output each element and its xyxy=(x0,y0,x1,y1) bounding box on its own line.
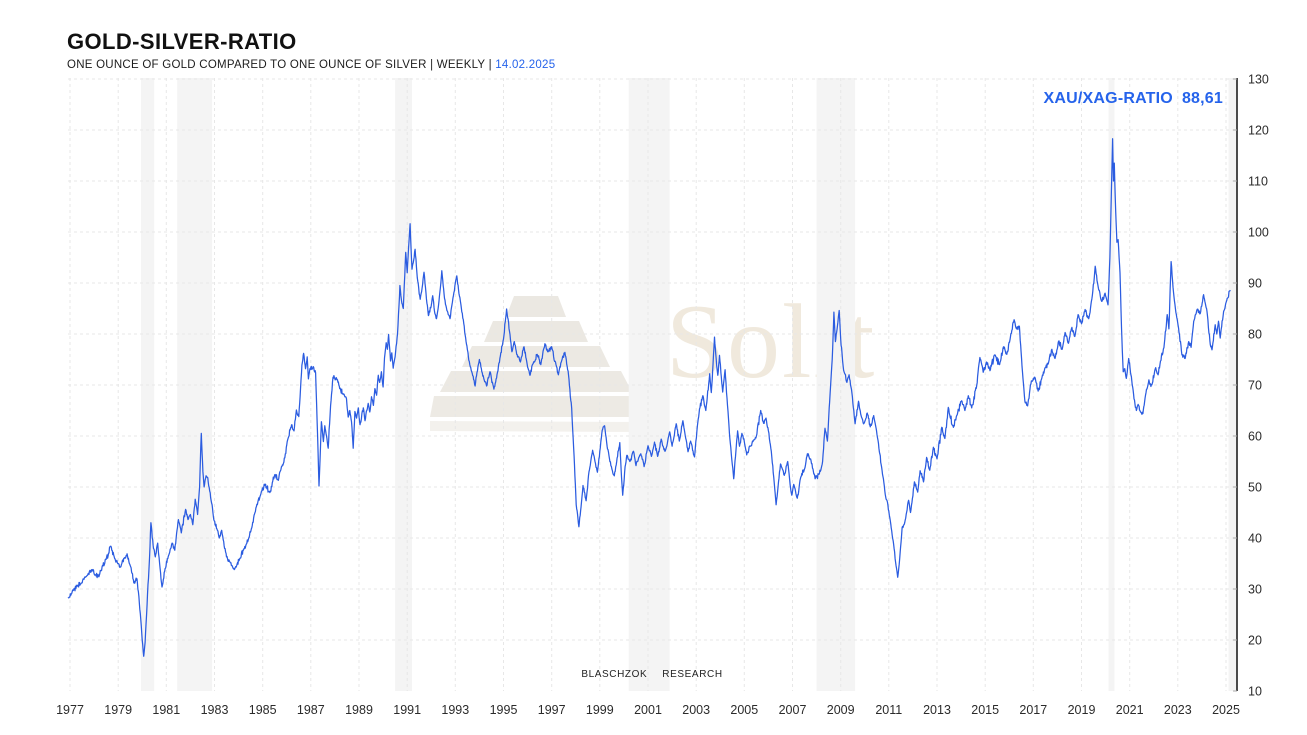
credit-word-1: BLASCHZOK xyxy=(581,669,648,680)
x-axis-tick-label: 1985 xyxy=(249,703,277,717)
y-axis-tick-label: 80 xyxy=(1248,328,1262,342)
x-axis-tick-label: 2017 xyxy=(1019,703,1047,717)
x-axis-tick-label: 1977 xyxy=(56,703,84,717)
x-axis-tick-label: 2009 xyxy=(827,703,855,717)
recession-band xyxy=(395,78,412,691)
x-axis-tick-label: 1999 xyxy=(586,703,614,717)
credit-word-2: RESEARCH xyxy=(662,669,723,680)
y-axis-tick-label: 40 xyxy=(1248,532,1262,546)
x-axis-tick-label: 2001 xyxy=(634,703,662,717)
x-axis-tick-label: 2013 xyxy=(923,703,951,717)
x-axis-tick-label: 1995 xyxy=(490,703,518,717)
y-axis-tick-label: 90 xyxy=(1248,277,1262,291)
y-axis-tick-label: 10 xyxy=(1248,685,1262,699)
last-value-label: XAU/XAG-RATIO 88,61 xyxy=(1044,90,1223,108)
series-last-value: 88,61 xyxy=(1181,90,1223,107)
y-axis-tick-label: 50 xyxy=(1248,481,1262,495)
y-axis-tick-label: 100 xyxy=(1248,226,1269,240)
y-axis-tick-label: 60 xyxy=(1248,430,1262,444)
ratio-price-line xyxy=(67,138,1231,657)
y-axis-tick-label: 70 xyxy=(1248,379,1262,393)
x-axis-tick-label: 2007 xyxy=(779,703,807,717)
x-axis-tick-label: 1983 xyxy=(201,703,229,717)
x-axis-tick-label: 1989 xyxy=(345,703,373,717)
x-axis-tick-label: 2023 xyxy=(1164,703,1192,717)
y-axis-tick-label: 20 xyxy=(1248,634,1262,648)
x-axis-tick-label: 1997 xyxy=(538,703,566,717)
credit-line: BLASCHZOK RESEARCH xyxy=(581,669,722,680)
x-axis-tick-label: 1987 xyxy=(297,703,325,717)
y-axis-tick-label: 30 xyxy=(1248,583,1262,597)
subtitle-date: 14.02.2025 xyxy=(495,59,556,72)
x-axis-tick-label: 2021 xyxy=(1116,703,1144,717)
recession-band xyxy=(1108,78,1115,691)
y-axis-tick-label: 110 xyxy=(1248,175,1268,189)
x-axis-tick-label: 1993 xyxy=(441,703,469,717)
y-axis-tick-label: 120 xyxy=(1248,124,1269,138)
x-axis-tick-label: 1991 xyxy=(393,703,421,717)
chart-subtitle: ONE OUNCE OF GOLD COMPARED TO ONE OUNCE … xyxy=(67,59,555,71)
subtitle-text: ONE OUNCE OF GOLD COMPARED TO ONE OUNCE … xyxy=(67,59,492,72)
x-axis-tick-label: 1979 xyxy=(104,703,132,717)
page-title: GOLD-SILVER-RATIO xyxy=(67,29,297,54)
series-name: XAU/XAG-RATIO xyxy=(1043,90,1173,107)
x-axis-tick-label: 2011 xyxy=(875,703,902,717)
x-axis-tick-label: 2025 xyxy=(1212,703,1240,717)
x-axis-tick-label: 2019 xyxy=(1068,703,1096,717)
x-axis-tick-label: 1981 xyxy=(152,703,180,717)
x-axis-tick-label: 2015 xyxy=(971,703,999,717)
chart-header: GOLD-SILVER-RATIO ONE OUNCE OF GOLD COMP… xyxy=(67,29,555,71)
y-axis-tick-label: 130 xyxy=(1248,73,1269,87)
x-axis-tick-label: 2005 xyxy=(730,703,758,717)
x-axis-tick-label: 2003 xyxy=(682,703,710,717)
